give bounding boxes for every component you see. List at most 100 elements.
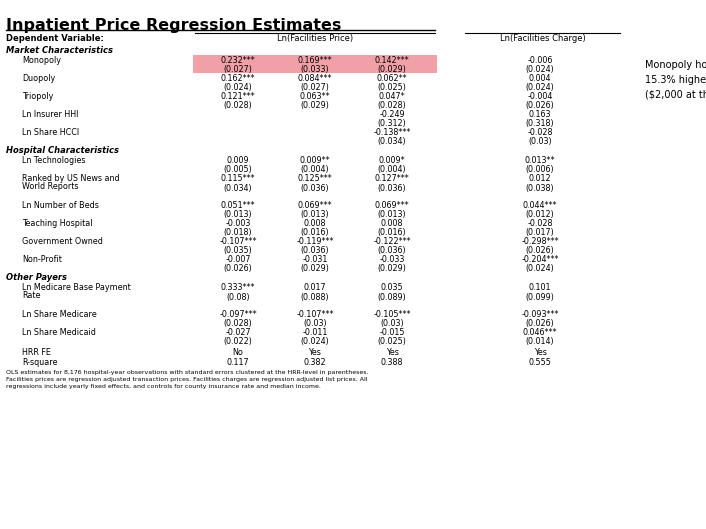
Text: 0.069***: 0.069*** — [298, 201, 333, 210]
Text: 0.009**: 0.009** — [299, 156, 330, 165]
Text: (0.017): (0.017) — [526, 228, 554, 237]
Text: 0.013**: 0.013** — [525, 156, 555, 165]
Text: 0.063**: 0.063** — [300, 92, 330, 101]
Text: World Reports: World Reports — [22, 182, 78, 191]
Text: Ln(Facilities Price): Ln(Facilities Price) — [277, 34, 353, 43]
Text: (0.024): (0.024) — [301, 337, 330, 346]
Text: 0.069***: 0.069*** — [375, 201, 409, 210]
Text: (0.089): (0.089) — [378, 293, 407, 302]
Text: Hospital Characteristics: Hospital Characteristics — [6, 146, 119, 155]
Text: Ln(Facilities Charge): Ln(Facilities Charge) — [500, 34, 585, 43]
Text: 0.046***: 0.046*** — [522, 328, 557, 337]
Text: (0.024): (0.024) — [526, 83, 554, 92]
Text: (0.024): (0.024) — [526, 264, 554, 273]
Text: -0.138***: -0.138*** — [373, 128, 411, 137]
Text: 0.115***: 0.115*** — [221, 174, 256, 183]
Text: Duopoly: Duopoly — [22, 74, 55, 83]
Text: Yes: Yes — [309, 348, 321, 357]
Text: -0.006: -0.006 — [527, 56, 553, 65]
Text: (0.013): (0.013) — [224, 210, 252, 219]
Text: 0.009: 0.009 — [227, 156, 249, 165]
Text: Ln Medicare Base Payment: Ln Medicare Base Payment — [22, 283, 131, 292]
Text: (0.006): (0.006) — [526, 165, 554, 174]
Text: Non-Profit: Non-Profit — [22, 255, 62, 264]
Text: -0.107***: -0.107*** — [297, 310, 334, 319]
Text: (0.027): (0.027) — [301, 83, 330, 92]
Text: (0.029): (0.029) — [301, 101, 330, 110]
Text: 0.388: 0.388 — [381, 358, 403, 367]
Text: (0.03): (0.03) — [303, 319, 327, 328]
Text: (0.016): (0.016) — [378, 228, 407, 237]
Text: -0.204***: -0.204*** — [521, 255, 558, 264]
Text: -0.105***: -0.105*** — [373, 310, 411, 319]
Text: Ln Number of Beds: Ln Number of Beds — [22, 201, 99, 210]
Text: 0.017: 0.017 — [304, 283, 326, 292]
Text: (0.024): (0.024) — [224, 83, 252, 92]
Text: (0.026): (0.026) — [526, 246, 554, 255]
Text: (0.018): (0.018) — [224, 228, 252, 237]
Text: (0.036): (0.036) — [378, 184, 407, 193]
Text: 0.162***: 0.162*** — [221, 74, 256, 83]
Text: Monopoly: Monopoly — [22, 56, 61, 65]
Text: Ln Insurer HHI: Ln Insurer HHI — [22, 110, 78, 119]
Text: (0.026): (0.026) — [526, 101, 554, 110]
Text: 0.169***: 0.169*** — [298, 56, 333, 65]
Text: (0.03): (0.03) — [528, 137, 552, 146]
Text: Dependent Variable:: Dependent Variable: — [6, 34, 104, 43]
Text: 0.008: 0.008 — [304, 219, 326, 228]
Text: (0.03): (0.03) — [381, 319, 404, 328]
Text: 0.333***: 0.333*** — [221, 283, 256, 292]
Text: 0.009*: 0.009* — [378, 156, 405, 165]
Text: -0.097***: -0.097*** — [219, 310, 257, 319]
Text: OLS estimates for 8,176 hospital-year observations with standard errors clustere: OLS estimates for 8,176 hospital-year ob… — [6, 370, 369, 375]
Text: (0.024): (0.024) — [526, 65, 554, 74]
Text: 0.125***: 0.125*** — [298, 174, 333, 183]
Text: (0.028): (0.028) — [224, 319, 252, 328]
Text: 0.044***: 0.044*** — [522, 201, 557, 210]
Text: Yes: Yes — [534, 348, 546, 357]
Text: Market Characteristics: Market Characteristics — [6, 46, 113, 55]
Text: 0.008: 0.008 — [381, 219, 403, 228]
Text: (0.013): (0.013) — [301, 210, 329, 219]
Text: 0.101: 0.101 — [529, 283, 551, 292]
Text: (0.318): (0.318) — [526, 119, 554, 128]
Text: Ln Share HCCI: Ln Share HCCI — [22, 128, 79, 137]
Text: -0.093***: -0.093*** — [521, 310, 558, 319]
Text: Ln Share Medicare: Ln Share Medicare — [22, 310, 97, 319]
Text: Ranked by US News and: Ranked by US News and — [22, 174, 119, 183]
Text: Teaching Hospital: Teaching Hospital — [22, 219, 92, 228]
Text: 0.051***: 0.051*** — [221, 201, 256, 210]
Text: -0.119***: -0.119*** — [297, 237, 334, 246]
Text: (0.034): (0.034) — [378, 137, 407, 146]
Text: -0.033: -0.033 — [379, 255, 405, 264]
Text: (0.026): (0.026) — [526, 319, 554, 328]
Text: (0.004): (0.004) — [378, 165, 407, 174]
Text: -0.004: -0.004 — [527, 92, 553, 101]
Text: (0.312): (0.312) — [378, 119, 407, 128]
Text: 0.127***: 0.127*** — [375, 174, 409, 183]
Text: Ln Technologies: Ln Technologies — [22, 156, 85, 165]
Text: (0.012): (0.012) — [526, 210, 554, 219]
Text: 0.004: 0.004 — [529, 74, 551, 83]
Text: -0.027: -0.027 — [225, 328, 251, 337]
Text: 0.012: 0.012 — [529, 174, 551, 183]
Text: regressions include yearly fixed effects, and controls for county insurance rate: regressions include yearly fixed effects… — [6, 384, 321, 389]
Text: (0.08): (0.08) — [226, 293, 250, 302]
Text: (0.099): (0.099) — [525, 293, 554, 302]
Text: (0.016): (0.016) — [301, 228, 329, 237]
Text: -0.107***: -0.107*** — [220, 237, 257, 246]
Text: Government Owned: Government Owned — [22, 237, 103, 246]
Text: (0.004): (0.004) — [301, 165, 329, 174]
Text: (0.036): (0.036) — [301, 246, 329, 255]
Text: (0.029): (0.029) — [301, 264, 330, 273]
Text: HRR FE: HRR FE — [22, 348, 51, 357]
Text: (0.033): (0.033) — [301, 65, 329, 74]
Text: 0.163: 0.163 — [529, 110, 551, 119]
Text: (0.035): (0.035) — [224, 246, 252, 255]
Text: (0.025): (0.025) — [378, 337, 407, 346]
Text: (0.036): (0.036) — [378, 246, 407, 255]
Text: 0.084***: 0.084*** — [298, 74, 333, 83]
Text: (0.013): (0.013) — [378, 210, 407, 219]
Text: (0.088): (0.088) — [301, 293, 329, 302]
Text: -0.249: -0.249 — [379, 110, 405, 119]
